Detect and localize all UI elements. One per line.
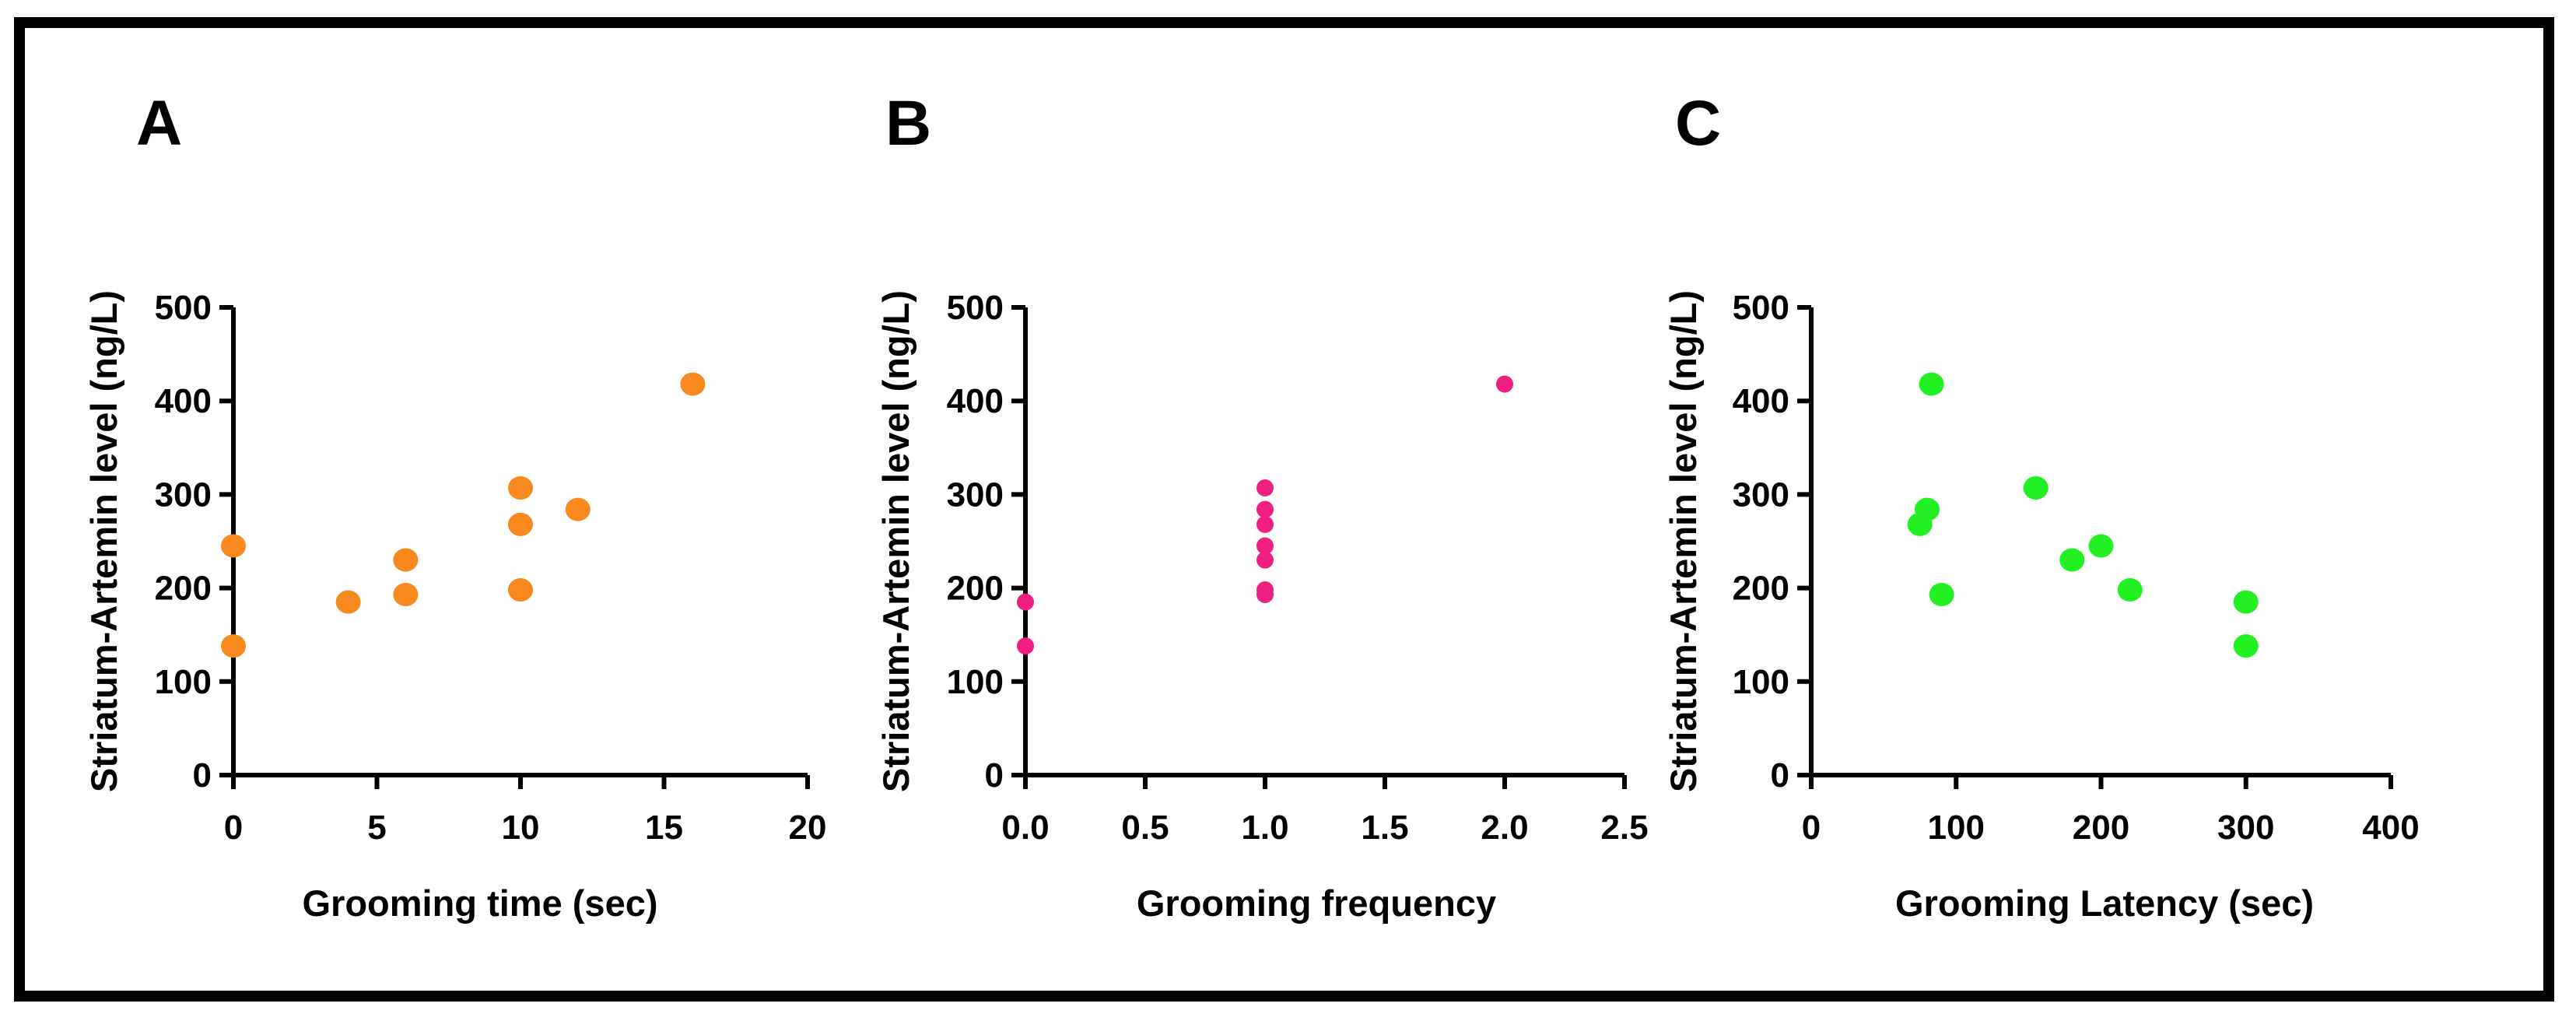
data-point-a	[508, 512, 533, 536]
y-tick-label-a: 0	[193, 756, 212, 795]
data-point-b	[1017, 637, 1034, 655]
data-point-b	[1256, 500, 1274, 518]
panel-label-a: A	[136, 88, 182, 159]
data-point-a	[221, 534, 246, 558]
data-point-c	[2023, 475, 2049, 500]
data-point-c	[1919, 372, 1944, 396]
data-point-b	[1256, 479, 1274, 496]
y-tick-label-c: 100	[1733, 663, 1789, 701]
y-axis-title-text-b: Striatum-Artemin level (ng/L)	[875, 290, 916, 792]
data-point-a	[393, 548, 419, 572]
data-point-b	[1496, 375, 1513, 393]
y-axis-title-text-c: Striatum-Artemin level (ng/L)	[1663, 290, 1704, 792]
data-point-b	[1256, 586, 1274, 604]
data-point-c	[2088, 534, 2114, 558]
x-tick-label-a: 20	[789, 809, 827, 847]
y-tick-label-c: 400	[1733, 382, 1789, 420]
x-tick-label-a: 15	[645, 809, 683, 847]
y-tick-label-b: 100	[947, 663, 1004, 701]
data-point-b	[1017, 593, 1034, 611]
data-point-a	[508, 475, 533, 500]
x-tick-label-b: 2.5	[1600, 809, 1648, 847]
data-point-b	[1256, 537, 1274, 555]
data-point-a	[335, 590, 361, 614]
data-point-a	[221, 634, 246, 658]
y-tick-label-a: 200	[155, 570, 212, 608]
plot-area-a: 0 100 200 300 400 500 0 5 10 15 20	[155, 289, 827, 847]
figure-frame	[14, 17, 2554, 1002]
y-tick-label-b: 300	[947, 475, 1004, 514]
y-tick-label-a: 500	[155, 289, 212, 327]
x-tick-label-b: 0.0	[1001, 809, 1049, 847]
panel-label-b: B	[885, 88, 931, 159]
x-tick-label-c: 200	[2073, 809, 2129, 847]
x-axis-title-a: Grooming time (sec)	[302, 882, 657, 924]
data-point-c	[1907, 512, 1933, 536]
x-tick-label-a: 0	[224, 809, 243, 847]
y-tick-label-c: 300	[1733, 475, 1789, 514]
x-axis-title-c: Grooming Latency (sec)	[1895, 882, 2314, 924]
x-tick-label-b: 1.0	[1241, 809, 1288, 847]
y-tick-label-c: 200	[1733, 570, 1789, 608]
x-tick-label-b: 1.5	[1361, 809, 1408, 847]
panel-c: C Striatum-Artemin level (ng/L) 0 100 200 3…	[1663, 88, 2420, 924]
y-axis-title-text-a: Striatum-Artemin level (ng/L)	[83, 290, 124, 792]
x-tick-label-c: 300	[2217, 809, 2274, 847]
data-point-c	[2233, 634, 2259, 658]
x-tick-label-c: 0	[1802, 809, 1821, 847]
x-axis-title-b: Grooming frequency	[1137, 882, 1496, 924]
data-point-a	[680, 372, 706, 396]
panel-a: A Striatum-Artemin level (ng/L) 01002003…	[83, 88, 826, 924]
data-point-a	[393, 583, 419, 607]
x-tick-label-a: 5	[367, 809, 386, 847]
y-axis-title-b: Striatum-Artemin level (ng/L)	[875, 290, 916, 792]
data-point-a	[508, 578, 533, 602]
plot-area-b: 0 100 200 300 400 500 0.0 0.5 1.0 1.5 2.0 2.5	[947, 289, 1649, 847]
y-tick-label-c: 500	[1733, 289, 1789, 327]
y-axis-title-a: Striatum-Artemin level (ng/L)	[83, 290, 124, 792]
data-point-b	[1256, 551, 1274, 569]
y-tick-label-a: 400	[155, 382, 212, 420]
data-point-a	[565, 497, 591, 521]
y-tick-label-a: 300	[155, 475, 212, 514]
x-tick-label-b: 2.0	[1481, 809, 1528, 847]
data-point-c	[1929, 583, 1954, 607]
data-point-b	[1256, 515, 1274, 533]
y-tick-label-b: 0	[985, 756, 1004, 795]
x-tick-label-a: 10	[502, 809, 540, 847]
data-point-c	[2233, 590, 2259, 614]
data-point-c	[2059, 548, 2085, 572]
y-tick-label-b: 400	[947, 382, 1004, 420]
y-tick-label-b: 500	[947, 289, 1004, 327]
x-tick-label-b: 0.5	[1121, 809, 1169, 847]
data-point-c	[2117, 578, 2143, 602]
plot-area-c: 0 100 200 300 400 500 0 100 200 300 400	[1733, 289, 2420, 847]
y-tick-label-b: 200	[947, 570, 1004, 608]
panel-label-c: C	[1675, 88, 1721, 159]
y-tick-label-c: 0	[1771, 756, 1789, 795]
y-tick-label-a: 100	[155, 663, 212, 701]
panel-b: B Striatum-Artemin level (ng/L) 0 100 200 3…	[875, 88, 1649, 924]
x-tick-label-c: 400	[2362, 809, 2419, 847]
y-axis-title-c: Striatum-Artemin level (ng/L)	[1663, 290, 1704, 792]
x-tick-label-c: 100	[1928, 809, 1985, 847]
